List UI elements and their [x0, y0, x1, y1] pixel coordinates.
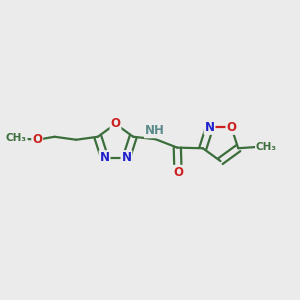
Text: CH₃: CH₃: [256, 142, 277, 152]
Text: N: N: [122, 151, 131, 164]
Text: N: N: [205, 121, 214, 134]
Text: O: O: [32, 133, 42, 146]
Text: N: N: [100, 151, 110, 164]
Text: CH₃: CH₃: [6, 133, 27, 143]
Text: O: O: [173, 166, 183, 179]
Text: O: O: [226, 121, 236, 134]
Text: O: O: [110, 117, 121, 130]
Text: NH: NH: [145, 124, 165, 137]
